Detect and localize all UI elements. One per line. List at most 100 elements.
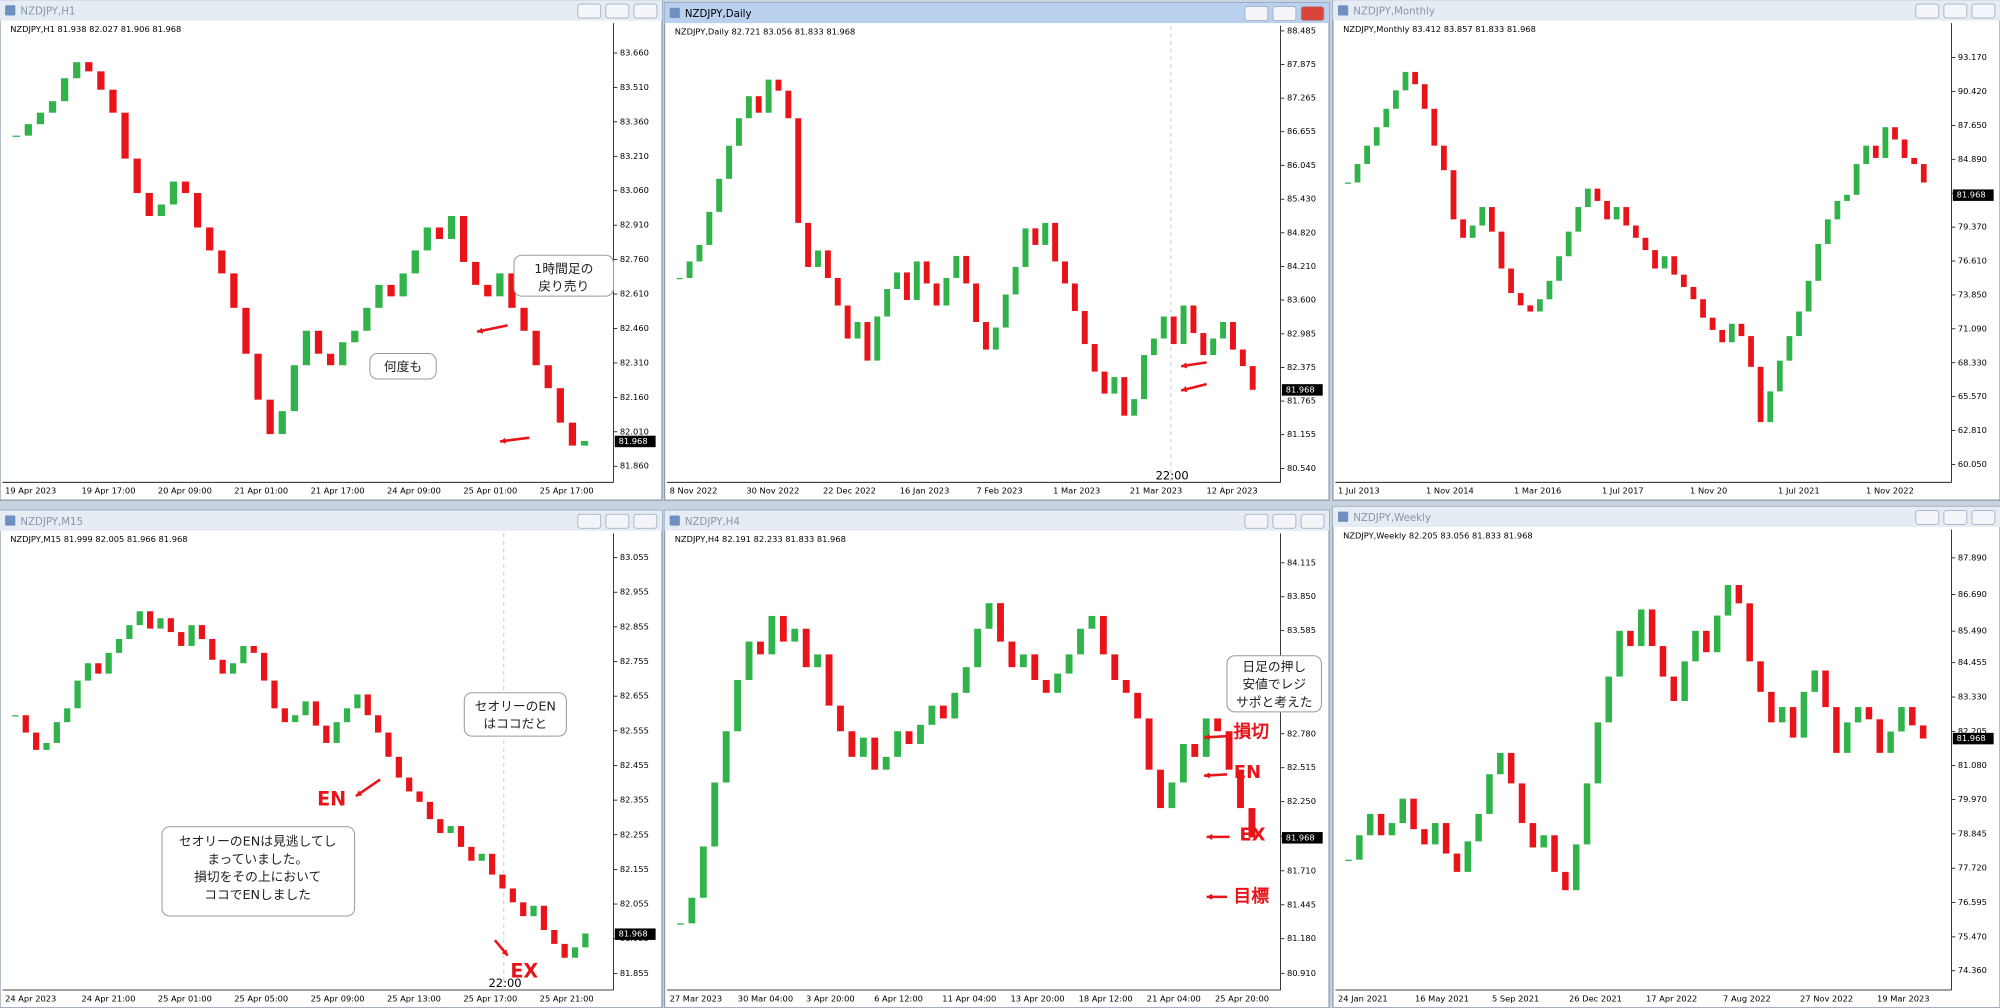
candle (1237, 769, 1244, 809)
time-label: 24 Apr 09:00 (387, 486, 441, 496)
candle (1399, 798, 1406, 824)
maximize-button[interactable] (1943, 3, 1968, 19)
price-label: 71.090 (1958, 323, 1987, 333)
candle (1748, 336, 1754, 367)
candle (1776, 360, 1783, 392)
candle (169, 181, 178, 205)
candle (84, 663, 92, 681)
candle (167, 618, 174, 633)
candle (133, 158, 141, 194)
candle (105, 652, 112, 674)
candle (1728, 323, 1735, 343)
close-button[interactable] (1971, 509, 1996, 525)
candle (333, 722, 340, 743)
chart-info: NZDJPY,H4 82.191 82.233 81.833 81.968 (675, 534, 846, 544)
close-button[interactable] (1300, 6, 1325, 21)
candle (864, 322, 871, 361)
close-button[interactable] (633, 3, 658, 19)
minimize-button[interactable] (577, 3, 602, 19)
candle (1022, 228, 1029, 267)
candle (1786, 336, 1793, 361)
price-label: 86.690 (1958, 589, 1987, 599)
minimize-button[interactable] (1244, 6, 1269, 21)
current-price: 81.968 (1957, 190, 1986, 200)
current-price-box (1281, 832, 1323, 844)
current-price: 81.968 (619, 929, 648, 939)
candle (1042, 222, 1049, 245)
maximize-button[interactable] (1272, 513, 1297, 529)
candle (290, 365, 298, 412)
candle (1876, 719, 1884, 753)
candle (1735, 585, 1743, 604)
minimize-button[interactable] (577, 513, 602, 529)
candle (53, 722, 60, 743)
candle (1703, 630, 1710, 653)
price-label: 85.490 (1958, 626, 1987, 636)
annotation: EX (1240, 825, 1266, 846)
price-label: 83.660 (620, 47, 649, 57)
candle (33, 732, 40, 750)
current-price: 81.968 (619, 436, 648, 446)
window-icon (669, 7, 680, 19)
candle (1210, 338, 1217, 356)
time-label: 30 Mar 04:00 (738, 993, 793, 1003)
candle (1854, 707, 1862, 723)
candle (157, 618, 164, 629)
candle (1191, 744, 1199, 757)
chart-window: NZDJPY,Daily NZDJPY,Daily 82.721 83.056 8… (663, 2, 1330, 501)
candle (1594, 188, 1601, 201)
minimize-button[interactable] (1915, 509, 1940, 525)
annotation: EN (1234, 762, 1261, 783)
candle (815, 250, 821, 267)
candle (882, 756, 890, 770)
candle (1680, 274, 1687, 287)
close-button[interactable] (1300, 513, 1325, 529)
time-label: 24 Apr 2023 (5, 993, 56, 1003)
candle (1091, 344, 1098, 372)
price-label: 81.180 (1287, 933, 1316, 943)
minimize-button[interactable] (1915, 3, 1940, 19)
candle (1605, 676, 1612, 723)
window-frame (663, 2, 1330, 501)
annotation: ココでENしました (204, 888, 311, 903)
window-frame (663, 509, 1330, 1008)
candle (1833, 707, 1840, 753)
candle (795, 118, 802, 223)
candle (1670, 676, 1678, 701)
price-label: 81.765 (1287, 396, 1316, 406)
candle (423, 227, 431, 251)
callout-box (513, 254, 615, 297)
time-label: 30 Nov 2022 (746, 486, 799, 496)
candle (1497, 752, 1504, 775)
candle (1911, 157, 1918, 165)
window-title: NZDJPY,M15 (20, 517, 83, 528)
time-label: 21 Apr 04:00 (1147, 993, 1201, 1003)
window-icon (669, 515, 680, 526)
maximize-button[interactable] (1272, 6, 1297, 21)
price-label: 83.210 (620, 151, 649, 161)
annotation: まっていました。 (207, 852, 308, 867)
time-label: 25 Apr 05:00 (234, 993, 288, 1003)
minimize-button[interactable] (1244, 513, 1269, 529)
candle (765, 79, 772, 113)
chart-info: NZDJPY,Weekly 82.205 83.056 81.833 81.96… (1343, 530, 1533, 540)
candle (1518, 783, 1526, 824)
candle (791, 628, 799, 642)
price-label: 81.080 (1958, 760, 1987, 770)
candle (64, 708, 71, 723)
close-button[interactable] (633, 513, 658, 529)
maximize-button[interactable] (1943, 509, 1968, 525)
close-button[interactable] (1971, 3, 1996, 19)
maximize-button[interactable] (605, 3, 630, 19)
candle (1054, 673, 1062, 693)
candle (1225, 731, 1233, 770)
price-label: 77.720 (1958, 863, 1987, 873)
time-label: 24 Jan 2021 (1338, 993, 1388, 1003)
price-label: 82.310 (620, 357, 649, 367)
time-label: 21 Apr 17:00 (311, 486, 365, 496)
time-label: 16 Jan 2023 (900, 486, 950, 496)
candle (73, 62, 81, 79)
time-label: 27 Mar 2023 (670, 993, 723, 1003)
maximize-button[interactable] (605, 513, 630, 529)
